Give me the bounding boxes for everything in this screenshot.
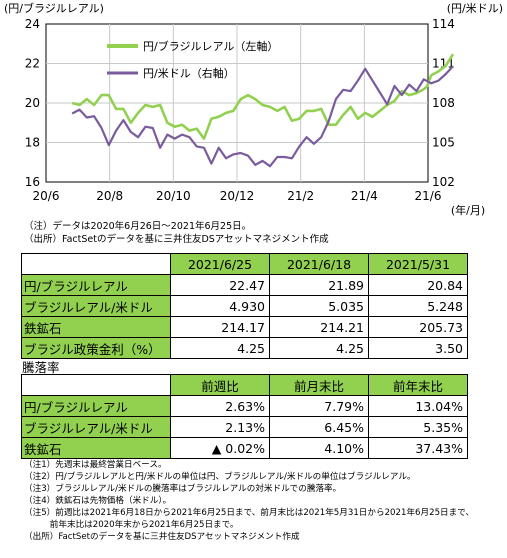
y-right-tick-label: 108 bbox=[432, 96, 455, 110]
x-tick-label: 21/4 bbox=[351, 189, 378, 203]
footnote-4: （注4）鉄鉱石は先物価格（米ドル）。 bbox=[24, 496, 172, 506]
change-rate-table: 前週比 前月末比 前年末比 円/ブラジルレアル 2.63% 7.79% 13.0… bbox=[21, 374, 468, 459]
series-line-jpy-usd bbox=[71, 65, 454, 168]
x-tick-label: 21/2 bbox=[287, 189, 314, 203]
y-left-tick-label: 24 bbox=[25, 17, 40, 31]
table-row: 円/ブラジルレアル 2.63% 7.79% 13.04% bbox=[21, 395, 468, 417]
change-rate-title: 騰落率 bbox=[22, 360, 60, 375]
cell-value: 2.13% bbox=[170, 416, 270, 438]
cell-value: 5.35% bbox=[368, 416, 468, 438]
table-row: ブラジルレアル/米ドル 2.13% 6.45% 5.35% bbox=[21, 416, 468, 438]
header-date-2: 2021/6/18 bbox=[269, 253, 369, 275]
cell-value: 3.50 bbox=[368, 337, 468, 359]
cell-value: 205.73 bbox=[368, 316, 468, 338]
header-date-1: 2021/6/25 bbox=[170, 253, 270, 275]
row-label: ブラジル政策金利（%） bbox=[21, 337, 171, 359]
legend-label: 円/米ドル（右軸） bbox=[143, 66, 235, 80]
y-right-axis-label: (円/米ドル) bbox=[447, 2, 503, 15]
y-left-axis-label: (円/ブラジルレアル) bbox=[4, 1, 104, 15]
cell-value: 2.63% bbox=[170, 395, 270, 417]
rates-table: 2021/6/25 2021/6/18 2021/5/31 円/ブラジルレアル … bbox=[21, 253, 468, 359]
x-tick-label: 20/8 bbox=[96, 189, 123, 203]
cell-value: 4.930 bbox=[170, 295, 270, 317]
x-tick-label: 20/10 bbox=[156, 189, 191, 203]
footnote-5: （注5）前週比は2021年6月18日から2021年6月25日まで、前月末比は20… bbox=[24, 508, 475, 518]
table-row: 鉄鉱石 ▲ 0.02% 4.10% 37.43% bbox=[21, 437, 468, 459]
cell-value: 13.04% bbox=[368, 395, 468, 417]
header-date-3: 2021/5/31 bbox=[368, 253, 468, 275]
footnote-source: （出所）FactSetのデータを基に三井住友DSアセットマネジメント作成 bbox=[24, 532, 300, 542]
header-monthly: 前月末比 bbox=[269, 374, 369, 396]
cell-value: ▲ 0.02% bbox=[170, 437, 270, 459]
cell-value: 22.47 bbox=[170, 274, 270, 296]
row-label: 鉄鉱石 bbox=[21, 437, 171, 459]
chart-note-period: （注）データは2020年6月26日～2021年6月25日。 bbox=[24, 221, 252, 232]
cell-value: 20.84 bbox=[368, 274, 468, 296]
chart-note-source: （出所）FactSetのデータを基に三井住友DSアセットマネジメント作成 bbox=[24, 234, 329, 245]
y-right-tick-label: 102 bbox=[432, 175, 455, 189]
x-tick-label: 20/6 bbox=[33, 189, 60, 203]
x-tick-label: 21/6 bbox=[415, 189, 442, 203]
change-table-header: 前週比 前月末比 前年末比 bbox=[21, 374, 468, 396]
y-left-tick-label: 22 bbox=[25, 57, 40, 71]
cell-value: 37.43% bbox=[368, 437, 468, 459]
row-label: ブラジルレアル/米ドル bbox=[21, 416, 171, 438]
header-yearly: 前年末比 bbox=[368, 374, 468, 396]
row-label: 円/ブラジルレアル bbox=[21, 395, 171, 417]
x-tick-label: 20/12 bbox=[220, 189, 255, 203]
cell-value: 7.79% bbox=[269, 395, 369, 417]
y-right-tick-label: 105 bbox=[432, 136, 455, 150]
y-left-tick-label: 20 bbox=[25, 96, 40, 110]
series-line-jpy-brl bbox=[71, 53, 455, 140]
cell-value: 5.035 bbox=[269, 295, 369, 317]
cell-value: 4.25 bbox=[269, 337, 369, 359]
footnote-2: （注2）円/ブラジルレアルと円/米ドルの単位は円、ブラジルレアル/米ドルの単位は… bbox=[24, 472, 416, 482]
cell-value: 21.89 bbox=[269, 274, 369, 296]
table-row: 円/ブラジルレアル 22.47 21.89 20.84 bbox=[21, 274, 468, 296]
y-left-tick-label: 18 bbox=[25, 136, 40, 150]
rates-table-header: 2021/6/25 2021/6/18 2021/5/31 bbox=[21, 253, 468, 275]
cell-value: 214.21 bbox=[269, 316, 369, 338]
y-right-tick-label: 114 bbox=[432, 17, 455, 31]
footnote-1: （注1）先週末は最終営業日ベース。 bbox=[24, 460, 167, 470]
footnote-3: （注3）ブラジルレアル/米ドルの騰落率はブラジルレアルの対米ドルでの騰落率。 bbox=[24, 484, 342, 494]
row-label: ブラジルレアル/米ドル bbox=[21, 295, 171, 317]
cell-value: 4.10% bbox=[269, 437, 369, 459]
cell-value: 5.248 bbox=[368, 295, 468, 317]
x-axis-unit: (年/月) bbox=[451, 203, 485, 217]
cell-value: 6.45% bbox=[269, 416, 369, 438]
table-row: ブラジル政策金利（%） 4.25 4.25 3.50 bbox=[21, 337, 468, 359]
legend-label: 円/ブラジルレアル（左軸） bbox=[143, 39, 278, 53]
row-label: 円/ブラジルレアル bbox=[21, 274, 171, 296]
y-left-tick-label: 16 bbox=[25, 175, 40, 189]
header-blank bbox=[21, 374, 171, 396]
cell-value: 214.17 bbox=[170, 316, 270, 338]
table-row: 鉄鉱石 214.17 214.21 205.73 bbox=[21, 316, 468, 338]
footnote-5-cont: 前年末比は2020年末から2021年6月25日まで。 bbox=[24, 520, 239, 530]
cell-value: 4.25 bbox=[170, 337, 270, 359]
table-row: ブラジルレアル/米ドル 4.930 5.035 5.248 bbox=[21, 295, 468, 317]
header-weekly: 前週比 bbox=[170, 374, 270, 396]
header-blank bbox=[21, 253, 171, 275]
row-label: 鉄鉱石 bbox=[21, 316, 171, 338]
